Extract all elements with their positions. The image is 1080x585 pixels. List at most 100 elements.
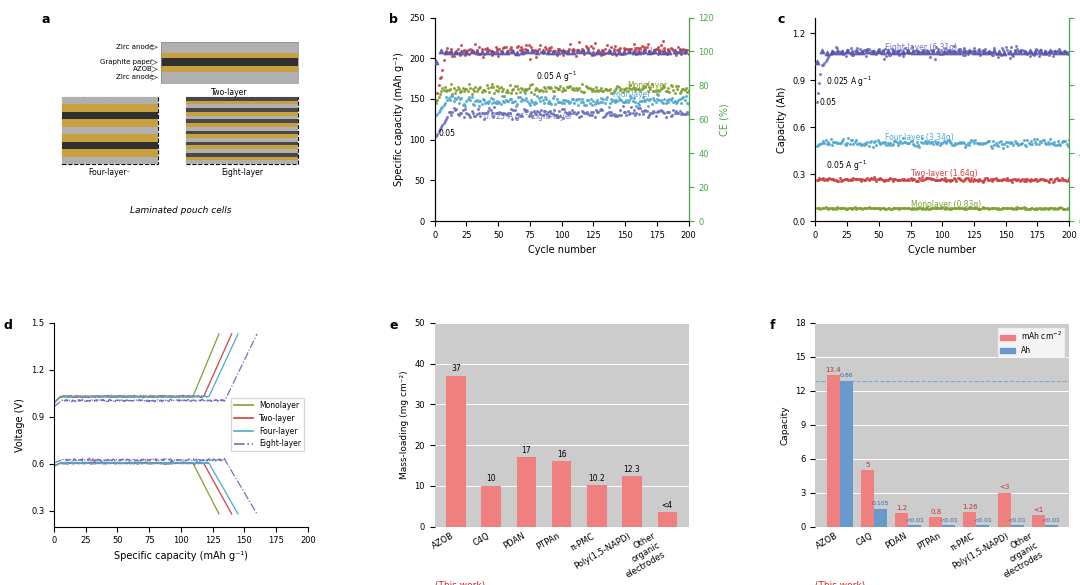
Point [940,47,957,56]
Point [538,95,555,104]
Point [489,108,507,118]
Point [1030,175,1048,184]
Point [444,107,461,116]
Point [447,85,464,95]
Point [524,47,541,56]
Point [654,98,672,108]
Point [463,92,481,101]
Point [507,81,524,90]
Point [595,49,612,58]
Point [935,204,953,213]
Point [945,47,962,57]
Point [481,88,498,97]
Point [558,96,576,105]
Point [536,82,553,92]
Point [590,47,607,57]
Point [961,176,978,185]
Point [849,204,866,213]
Point [590,87,607,96]
Point [621,91,638,100]
Point [889,204,906,213]
Point [950,48,968,57]
Point [843,175,861,184]
Point [808,142,825,151]
Point [649,91,666,100]
Point [481,46,498,55]
Point [509,109,526,118]
Point [974,177,991,187]
Point [488,81,505,91]
Point [596,111,613,121]
Point [652,105,670,115]
Point [664,46,681,55]
Point [661,47,678,57]
Point [1000,175,1017,184]
Point [639,101,657,111]
Point [678,98,696,107]
Point [894,134,912,143]
Point [995,174,1012,184]
Point [664,85,681,95]
Point [887,174,904,183]
Point [660,108,677,117]
Point [540,44,557,53]
Point [680,99,698,108]
Point [967,204,984,213]
Point [606,41,623,50]
Point [525,46,542,56]
Point [921,174,939,183]
Point [529,92,546,101]
Point [532,105,550,115]
Point [990,176,1008,185]
Point [1026,47,1043,57]
Point [812,139,829,148]
Point [680,109,698,119]
Point [528,99,545,108]
Point [887,204,904,213]
Point [1032,137,1050,147]
Bar [186,149,298,153]
Point [511,92,528,101]
Point [539,47,556,57]
Point [906,46,923,56]
Point [978,137,996,147]
Point [548,95,565,104]
Point [984,136,1001,146]
Point [1037,46,1054,56]
Point [1026,137,1043,146]
Point [997,137,1014,147]
Point [1052,47,1069,57]
Point [874,137,891,146]
Y-axis label: Capacity (Ah): Capacity (Ah) [777,86,787,153]
Point [504,46,522,56]
Point [586,86,604,95]
Point [942,177,959,186]
Point [558,48,576,57]
Point [955,43,972,53]
Point [551,97,568,106]
Point [599,48,617,57]
Point [568,94,585,104]
Point [966,43,983,53]
Point [1016,175,1034,184]
Point [816,136,834,145]
Point [662,111,679,121]
Point [976,204,994,213]
Point [670,81,687,91]
Point [960,204,977,213]
Point [438,96,456,105]
Point [953,175,970,184]
Point [1026,204,1043,214]
Point [889,47,906,57]
Point [503,47,521,56]
Point [676,95,693,104]
Point [813,47,831,56]
Point [478,47,496,57]
Point [450,98,468,108]
Point [616,85,633,94]
Point [1016,141,1034,150]
Point [858,51,875,60]
Point [903,204,920,213]
Point [875,54,892,63]
Point [1058,176,1076,185]
